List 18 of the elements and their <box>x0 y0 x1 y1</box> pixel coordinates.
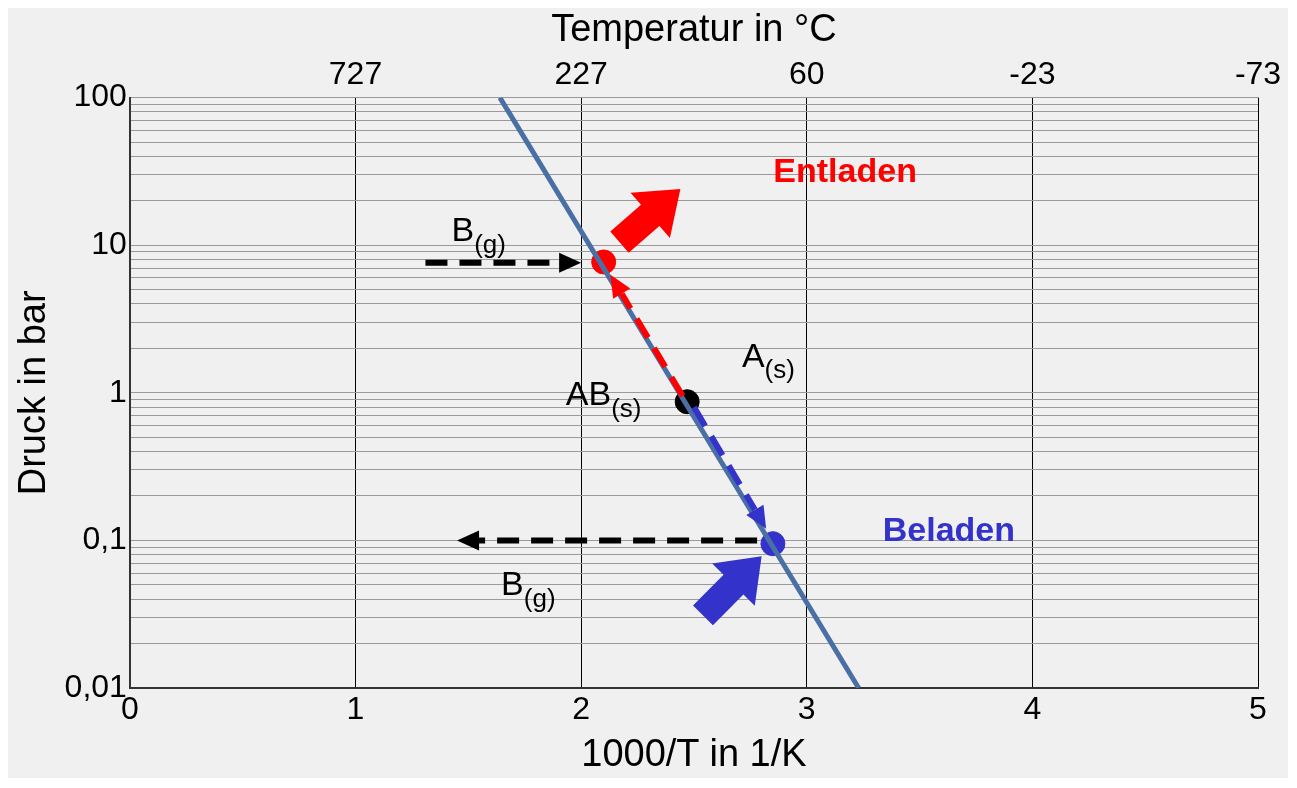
text: 727 <box>328 55 383 92</box>
y-tick-label: 0,1 <box>82 520 127 557</box>
text: 227 <box>554 55 608 92</box>
x-tick-label: 3 <box>797 690 816 727</box>
x-axis-title: 1000/T in 1/K <box>581 731 807 774</box>
x-tick-label: 5 <box>1249 690 1267 727</box>
text: 60 <box>788 55 825 92</box>
y-tick-label: 100 <box>73 77 127 114</box>
x-tick-label: 2 <box>572 690 591 727</box>
text: -23 <box>1009 55 1056 92</box>
y-tick-label: 1 <box>109 372 127 409</box>
annotation: Beladen <box>882 510 1016 549</box>
x-tick-label: 1 <box>346 690 365 727</box>
x2-axis-title: Temperatur in °C <box>551 7 837 50</box>
y-tick-label: 10 <box>91 225 127 262</box>
y-axis-title: Druck in bar <box>11 290 54 496</box>
text: -73 <box>1234 55 1282 92</box>
x-tick-label: 4 <box>1023 690 1042 727</box>
